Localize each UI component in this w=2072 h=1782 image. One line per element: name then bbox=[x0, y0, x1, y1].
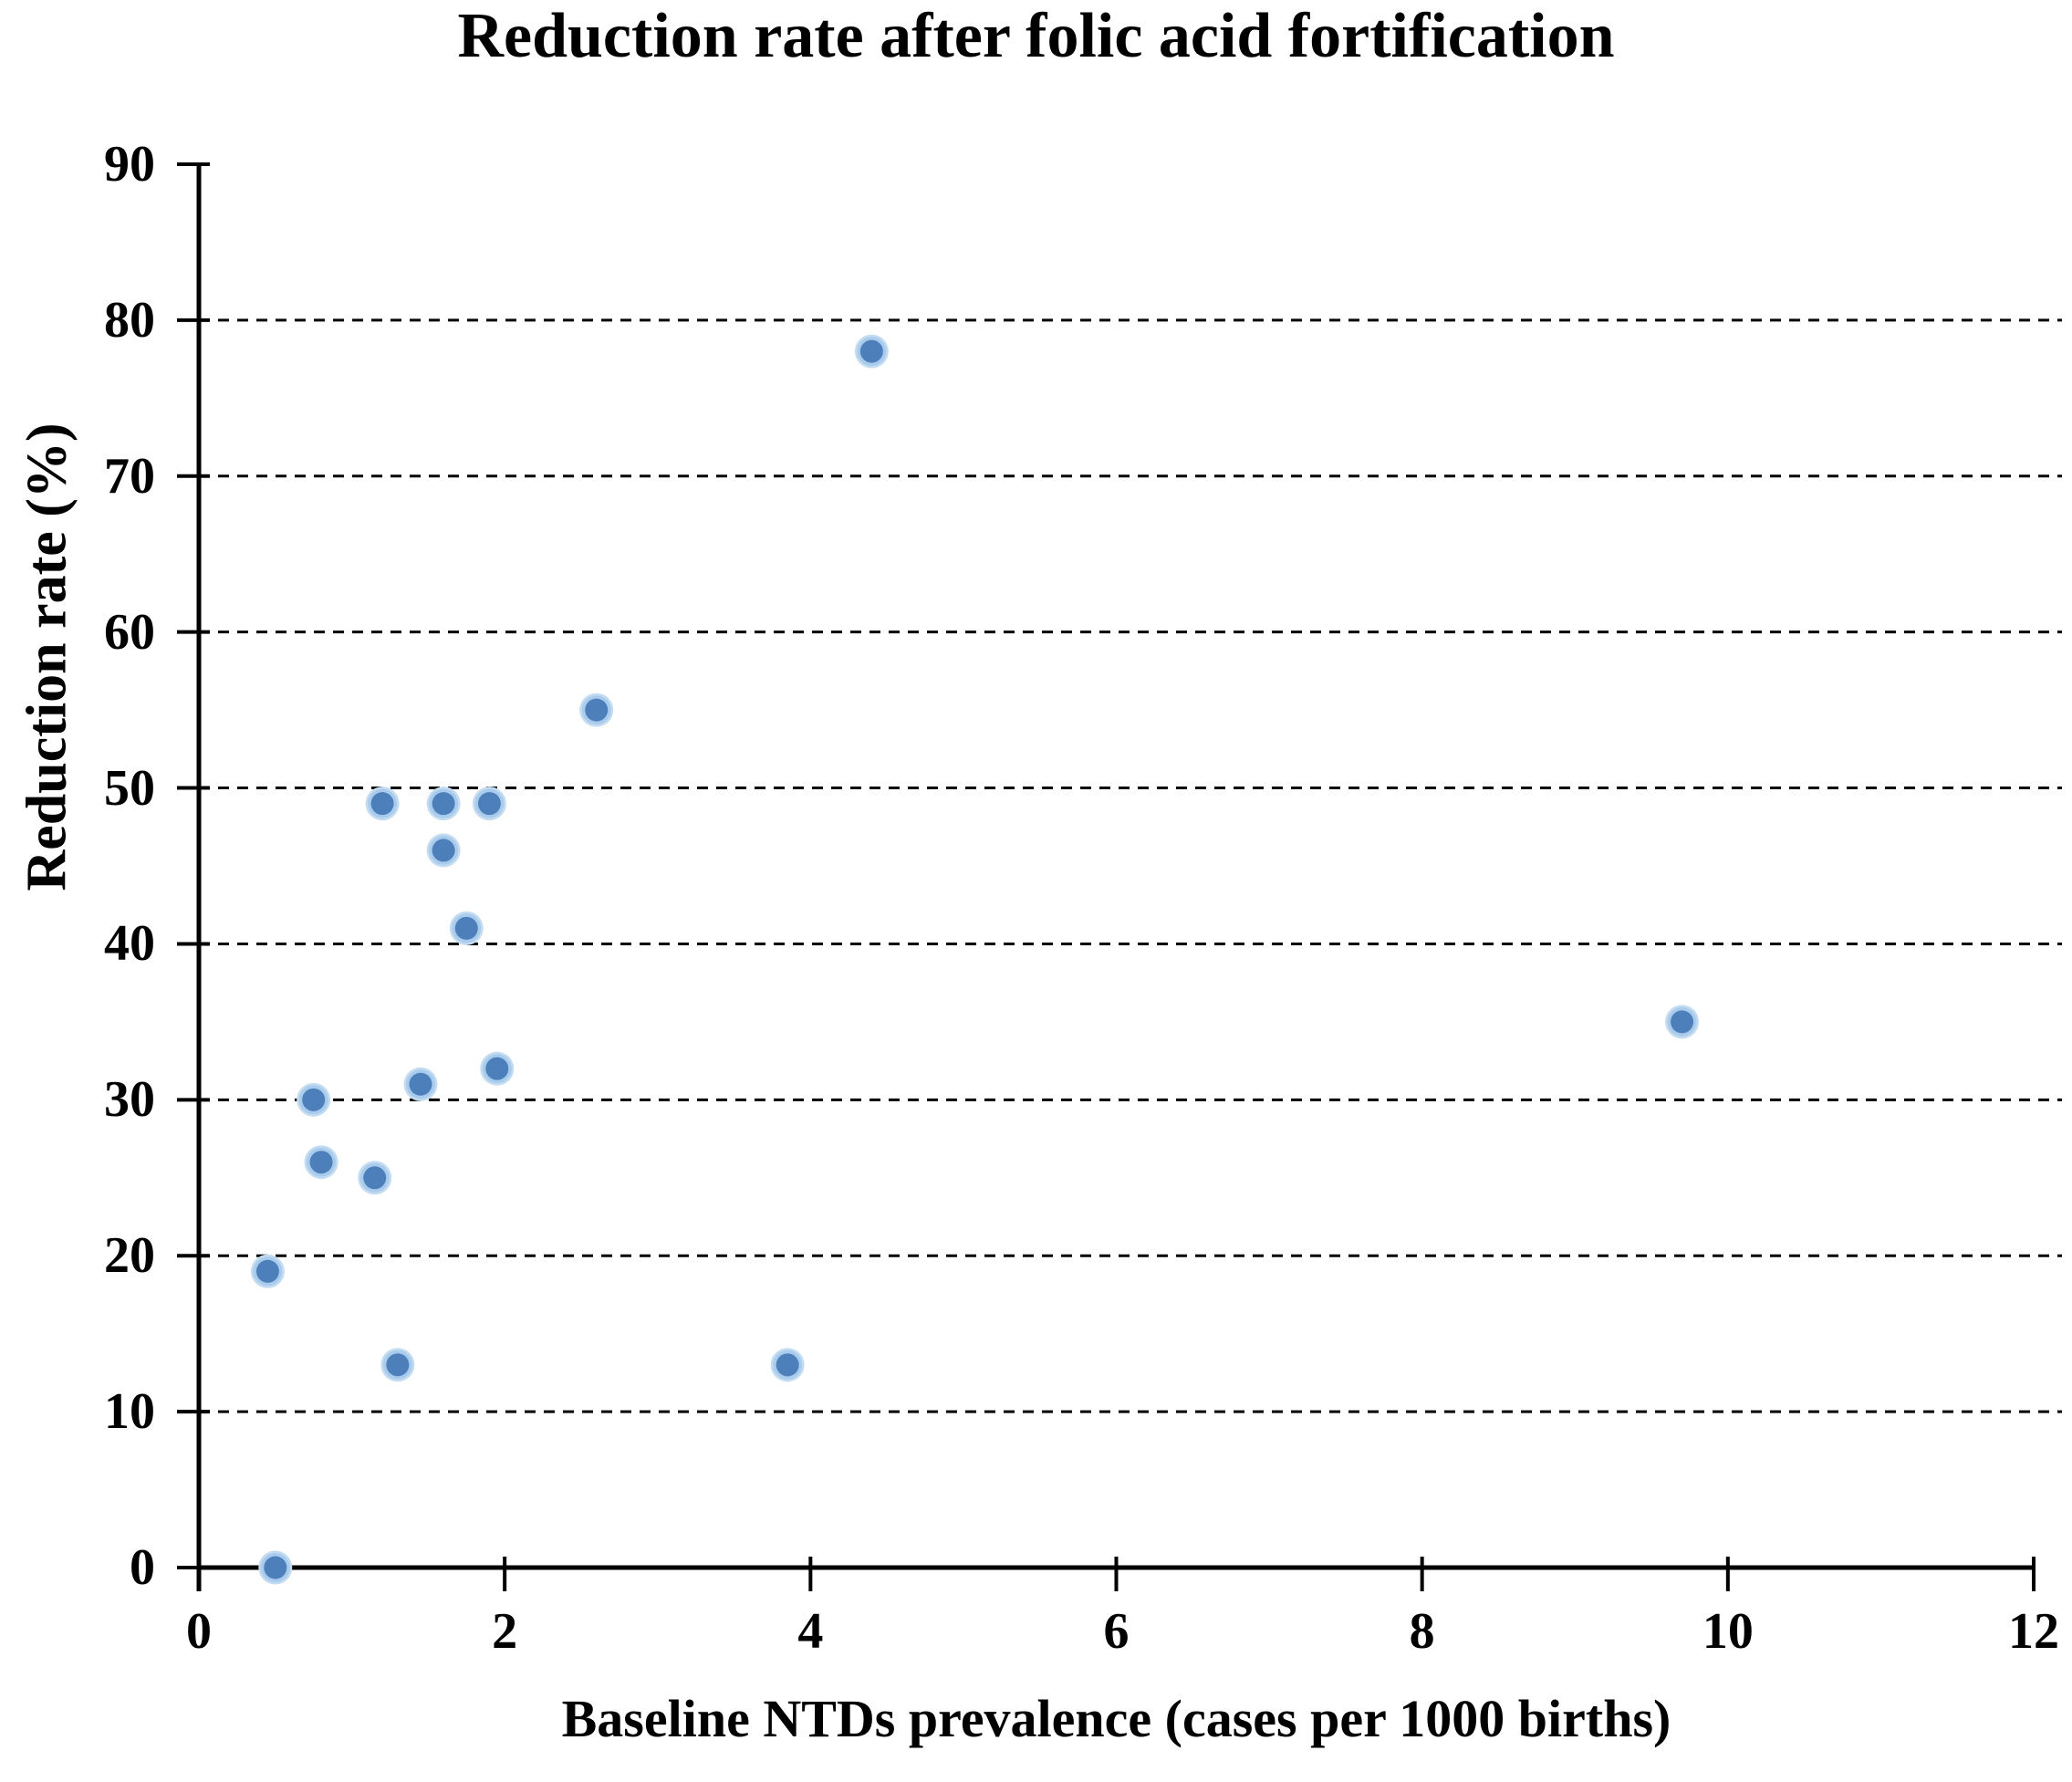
y-tick-label-30: 30 bbox=[104, 1071, 155, 1129]
y-tick-label-90: 90 bbox=[104, 136, 155, 193]
x-tick-label-8: 8 bbox=[1409, 1603, 1435, 1660]
data-point-2 bbox=[302, 1088, 326, 1111]
data-point-14 bbox=[776, 1353, 799, 1377]
data-point-9 bbox=[432, 792, 455, 816]
x-tick-label-2: 2 bbox=[492, 1603, 518, 1660]
y-tick-label-10: 10 bbox=[104, 1383, 155, 1441]
chart-title: Reduction rate after folic acid fortific… bbox=[457, 1, 1615, 71]
data-point-5 bbox=[370, 792, 394, 816]
y-tick-label-80: 80 bbox=[104, 291, 155, 349]
y-tick-label-60: 60 bbox=[104, 603, 155, 661]
data-point-4 bbox=[363, 1166, 387, 1190]
data-point-16 bbox=[1671, 1010, 1694, 1034]
data-point-6 bbox=[386, 1353, 410, 1377]
y-tick-label-40: 40 bbox=[104, 915, 155, 973]
y-tick-label-50: 50 bbox=[104, 759, 155, 817]
y-tick-label-0: 0 bbox=[130, 1539, 155, 1596]
data-point-11 bbox=[477, 792, 501, 816]
data-point-0 bbox=[255, 1259, 279, 1283]
x-tick-label-0: 0 bbox=[186, 1603, 212, 1660]
x-axis-title: Baseline NTDs prevalence (cases per 1000… bbox=[561, 1689, 1671, 1748]
y-tick-label-70: 70 bbox=[104, 447, 155, 505]
data-point-3 bbox=[309, 1151, 333, 1174]
data-point-15 bbox=[859, 339, 883, 363]
x-tick-label-4: 4 bbox=[797, 1603, 824, 1660]
x-tick-label-10: 10 bbox=[1702, 1603, 1754, 1660]
data-point-13 bbox=[585, 698, 609, 722]
data-point-1 bbox=[264, 1556, 287, 1579]
x-tick-label-6: 6 bbox=[1103, 1603, 1130, 1660]
x-tick-label-12: 12 bbox=[2008, 1603, 2059, 1660]
data-point-7 bbox=[409, 1072, 432, 1096]
y-tick-label-20: 20 bbox=[104, 1227, 155, 1285]
data-point-12 bbox=[485, 1057, 509, 1080]
data-point-10 bbox=[454, 916, 478, 940]
data-point-8 bbox=[432, 839, 455, 862]
